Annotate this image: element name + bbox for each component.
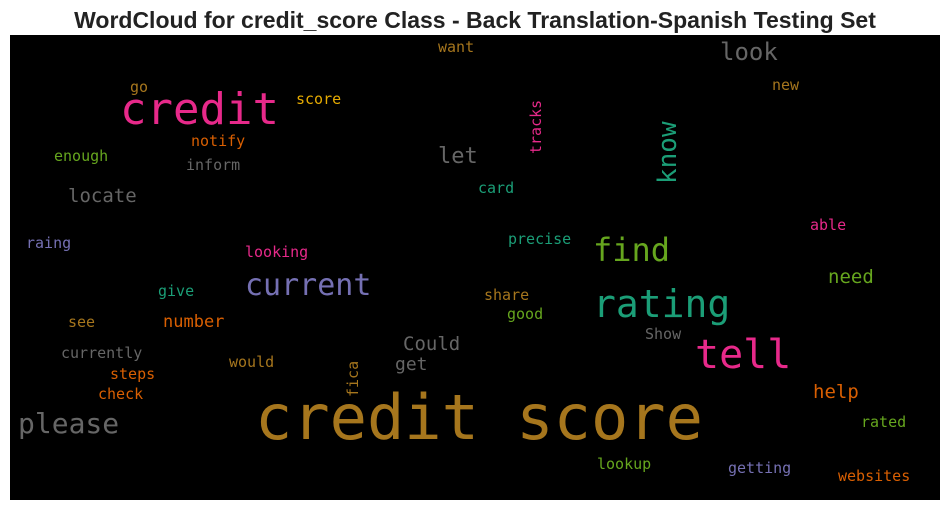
word-score: score [296,90,342,108]
word-raing: raing [26,234,72,252]
word-help: help [813,381,859,403]
word-looking: looking [245,243,309,261]
word-rated: rated [861,413,907,431]
word-credit: credit [120,84,279,135]
word-enough: enough [54,147,109,165]
word-see: see [68,313,96,331]
word-tell: tell [695,332,792,378]
word-rating: rating [593,282,731,326]
word-lookup: lookup [597,455,652,473]
word-notify: notify [191,132,246,150]
word-locate: locate [68,185,137,207]
word-current: current [245,268,372,303]
word-want: want [438,38,475,56]
word-would: would [229,353,275,371]
word-show: Show [645,325,682,343]
word-inform: inform [186,156,241,174]
word-getting: getting [728,459,792,477]
word-please: please [18,407,120,440]
word-able: able [810,216,847,234]
word-number: number [163,312,225,332]
word-need: need [828,266,874,288]
word-good: good [507,305,544,323]
word-cloud-canvas: credit score credit tell rating find cur… [10,35,940,500]
word-check: check [98,385,144,403]
word-go: go [130,78,149,96]
word-let: let [438,144,478,169]
word-credit-score: credit score [255,381,703,454]
word-websites: websites [838,467,911,485]
word-card: card [478,179,515,197]
word-look: look [720,38,778,66]
word-give: give [158,282,195,300]
word-currently: currently [61,344,143,362]
word-get: get [395,354,428,375]
word-fica: fica [344,360,362,397]
word-steps: steps [110,365,156,383]
word-new: new [772,76,800,94]
figure-title: WordCloud for credit_score Class - Back … [74,7,876,33]
word-share: share [484,286,530,304]
word-know: know [653,121,683,184]
word-could: Could [403,333,461,355]
word-precise: precise [508,230,572,248]
word-find: find [593,231,671,269]
word-tracks: tracks [527,99,545,154]
